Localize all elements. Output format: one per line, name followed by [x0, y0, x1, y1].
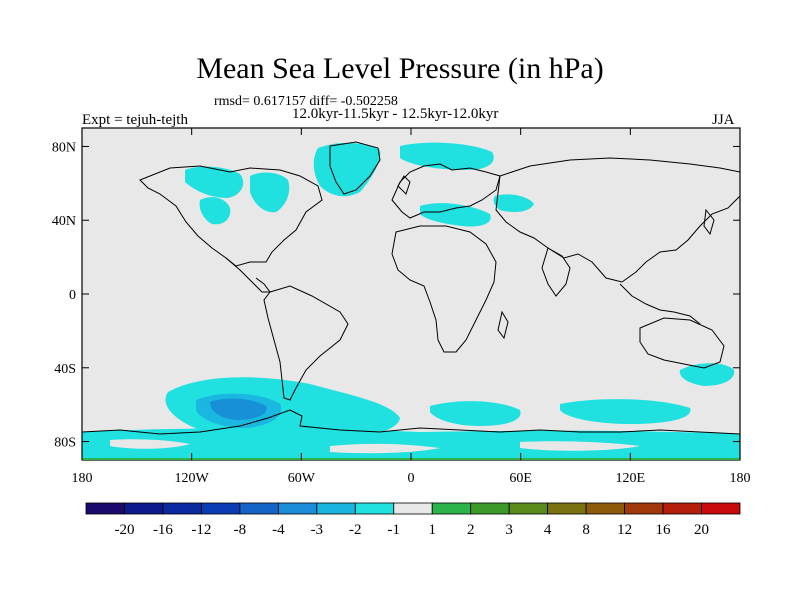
lat-label: 40N [52, 214, 76, 229]
colorbar: -20 -16 -12 -8 -4 -3 -2 -1 1 2 3 4 8 12 16 20 [85, 502, 741, 538]
lat-label: 80S [54, 436, 76, 451]
colorbar-label: 3 [505, 522, 513, 538]
season-label: JJA [712, 112, 735, 128]
coastline-layer [82, 141, 752, 435]
colorbar-label: -8 [234, 522, 247, 538]
colorbar-swatch [470, 502, 510, 515]
coast-north-america [139, 165, 323, 267]
map-axes: 80N 40N 0 40S 80S 180 120W 60W 0 60E 120E 180 [52, 128, 751, 486]
anomaly-antarctic-gap-1 [110, 439, 190, 449]
coast-southeast-asia [619, 283, 701, 325]
coast-south-america [263, 285, 349, 401]
anomaly-antarctic-gap-3 [520, 441, 640, 451]
anomaly-mediterranean [420, 203, 491, 227]
colorbar-label: -16 [153, 522, 173, 538]
colorbar-swatch [547, 502, 587, 515]
anomaly-antarctic-coast [82, 428, 740, 460]
colorbar-label: 20 [694, 522, 709, 538]
colorbar-swatch [431, 502, 472, 515]
colorbar-label: 2 [467, 522, 475, 538]
coast-new-zealand [744, 360, 752, 378]
colorbar-swatch [239, 502, 279, 515]
colorbar-swatch [508, 502, 549, 515]
colorbar-swatch [277, 502, 318, 515]
colorbar-swatch [316, 502, 356, 515]
pressure-anomaly-layer [82, 142, 740, 460]
anomaly-russia [493, 194, 534, 212]
coast-africa [391, 225, 497, 353]
colorbar-swatch [585, 502, 625, 515]
colorbar-swatch [85, 502, 125, 515]
anomaly-north-pacific [199, 197, 231, 225]
lon-label: 60E [509, 471, 532, 486]
lon-label: 120W [175, 471, 210, 486]
lat-label: 40S [54, 362, 76, 377]
coast-japan [703, 208, 715, 236]
colorbar-label: 8 [582, 522, 590, 538]
anomaly-canada-arctic [185, 166, 244, 198]
coast-uk [397, 175, 411, 195]
colorbar-label: -12 [191, 522, 211, 538]
anomaly-southern-ocean-core [210, 398, 267, 420]
coast-asia [495, 157, 740, 283]
colorbar-label: -3 [311, 522, 324, 538]
anomaly-indian-ocean [560, 399, 691, 424]
anomaly-antarctic-gap-2 [330, 443, 440, 454]
colorbar-label: -4 [272, 522, 285, 538]
anomaly-tasman [679, 363, 735, 386]
coast-greenland [329, 141, 381, 195]
coast-india [541, 247, 571, 297]
colorbar-swatch [354, 502, 395, 515]
coast-madagascar [497, 310, 509, 340]
colorbar-label: 16 [656, 522, 672, 538]
colorbar-swatch [124, 502, 164, 515]
coast-antarctica [82, 409, 740, 435]
coast-central-america [225, 257, 271, 293]
colorbar-label: 4 [544, 522, 552, 538]
colorbar-label: 1 [428, 522, 436, 538]
colorbar-label: -2 [349, 522, 362, 538]
coast-australia [639, 317, 725, 369]
lon-label: 60W [288, 471, 316, 486]
anomaly-south-atlantic [430, 401, 521, 426]
map-title: Mean Sea Level Pressure (in hPa) [196, 52, 604, 85]
colorbar-swatch [662, 502, 702, 515]
stats-text: rmsd= 0.617157 diff= -0.502258 [214, 94, 398, 109]
period-text: 12.0kyr-11.5kyr - 12.5kyr-12.0kyr [292, 106, 499, 122]
colorbar-swatch [624, 502, 664, 515]
lon-label: 0 [408, 471, 415, 486]
lon-label: 180 [72, 471, 93, 486]
colorbar-swatch [162, 502, 202, 515]
anomaly-scandinavia [400, 142, 494, 170]
lon-label: 180 [730, 471, 751, 486]
lat-label: 0 [69, 288, 76, 303]
lat-label: 80N [52, 140, 76, 155]
coast-europe [391, 163, 501, 219]
colorbar-swatch [201, 502, 241, 515]
colorbar-label: 12 [617, 522, 632, 538]
colorbar-swatch [393, 502, 433, 515]
colorbar-swatch [701, 502, 741, 515]
lon-label: 120E [616, 471, 646, 486]
colorbar-label: -1 [388, 522, 401, 538]
experiment-label: Expt = tejuh-tejth [82, 112, 188, 128]
anomaly-hudson [250, 172, 290, 213]
colorbar-label: -20 [114, 522, 134, 538]
